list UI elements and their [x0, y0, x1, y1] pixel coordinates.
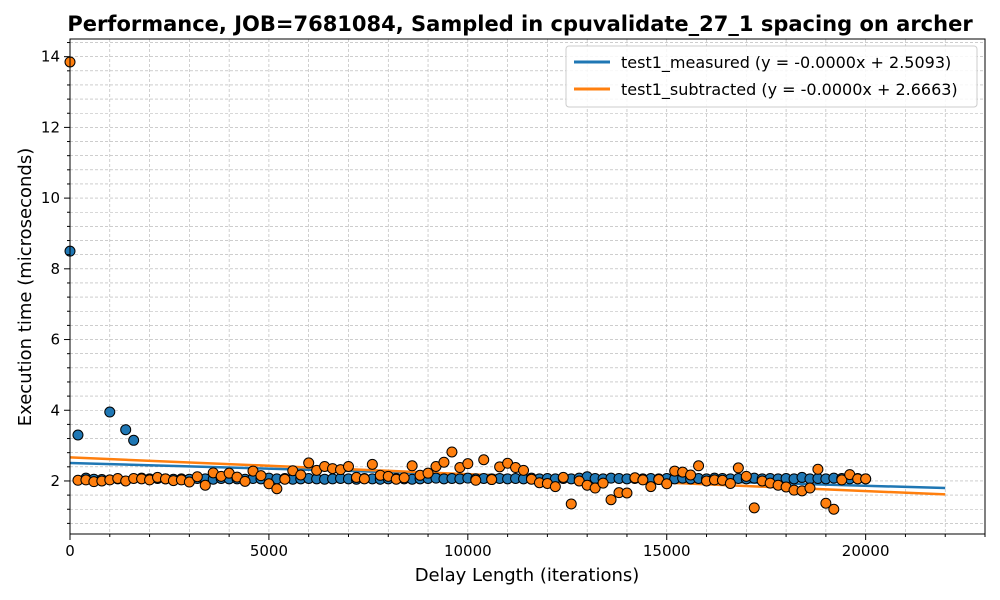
point-test1_subtracted [255, 470, 267, 482]
point-test1_subtracted [621, 487, 633, 499]
point-test1_subtracted [263, 478, 275, 490]
point-test1_subtracted [836, 474, 848, 486]
point-test1_subtracted [478, 454, 490, 466]
point-test1_subtracted [446, 446, 458, 458]
legend: test1_measured (y = -0.0000x + 2.5093) t… [565, 45, 978, 108]
point-test1_subtracted [724, 477, 736, 489]
point-test1_measured [120, 424, 132, 436]
x-tick-label: 5000 [250, 542, 288, 560]
point-test1_subtracted [597, 477, 609, 489]
y-tick-label: 2 [50, 472, 60, 490]
y-tick-label: 10 [41, 189, 60, 207]
y-tick-label: 12 [41, 118, 60, 136]
point-test1_subtracted [342, 460, 354, 472]
point-test1_subtracted [860, 473, 872, 485]
plot-area-frame [69, 38, 986, 535]
x-tick-label: 10000 [444, 542, 492, 560]
y-tick-label: 6 [50, 331, 60, 349]
point-test1_subtracted [422, 467, 434, 479]
point-test1_subtracted [820, 497, 832, 509]
data-points [64, 56, 872, 515]
y-tick-label: 8 [50, 260, 60, 278]
x-tick-label: 15000 [643, 542, 691, 560]
point-test1_subtracted [358, 473, 370, 485]
point-test1_subtracted [549, 481, 561, 493]
point-test1_subtracted [732, 462, 744, 474]
x-axis-label: Delay Length (iterations) [415, 565, 640, 586]
point-test1_subtracted [645, 481, 657, 493]
point-test1_subtracted [812, 463, 824, 475]
point-test1_subtracted [518, 464, 530, 476]
point-test1_subtracted [462, 458, 474, 470]
x-tick-label: 0 [65, 542, 75, 560]
point-test1_subtracted [685, 469, 697, 481]
point-test1_subtracted [693, 460, 705, 472]
point-test1_subtracted [486, 474, 498, 486]
point-test1_subtracted [748, 502, 760, 514]
point-test1_subtracted [183, 476, 195, 488]
y-tick-label: 14 [41, 48, 60, 66]
point-test1_subtracted [470, 474, 482, 486]
point-test1_subtracted [398, 472, 410, 484]
chart-title: Performance, JOB=7681084, Sampled in cpu… [67, 12, 973, 36]
point-test1_subtracted [565, 498, 577, 510]
point-test1_subtracted [279, 473, 291, 485]
point-test1_subtracted [637, 474, 649, 486]
point-test1_subtracted [295, 469, 307, 481]
point-test1_measured [104, 406, 116, 418]
point-test1_subtracted [804, 482, 816, 494]
point-test1_subtracted [557, 471, 569, 483]
point-test1_measured [72, 429, 84, 441]
legend-label-measured: test1_measured (y = -0.0000x + 2.5093) [621, 53, 951, 73]
y-axis-label: Execution time (microseconds) [15, 148, 36, 427]
point-test1_subtracted [740, 470, 752, 482]
point-test1_measured [128, 434, 140, 446]
point-test1_subtracted [406, 460, 418, 472]
point-test1_subtracted [303, 457, 315, 469]
point-test1_subtracted [828, 503, 840, 515]
point-test1_subtracted [199, 479, 211, 491]
point-test1_subtracted [271, 483, 283, 495]
point-test1_subtracted [438, 456, 450, 468]
point-test1_subtracted [605, 494, 617, 506]
x-tick-label: 20000 [842, 542, 890, 560]
point-test1_subtracted [191, 471, 203, 483]
grid [69, 39, 986, 534]
point-test1_subtracted [661, 478, 673, 490]
legend-box [565, 45, 978, 108]
y-tick-label: 4 [50, 401, 60, 419]
axis-ticks: 0 5000 10000 15000 20000 2 4 6 8 10 12 14 [41, 42, 986, 560]
point-test1_subtracted [366, 458, 378, 470]
point-test1_subtracted [239, 475, 251, 487]
legend-label-subtracted: test1_subtracted (y = -0.0000x + 2.6663) [621, 80, 958, 100]
point-test1_subtracted [589, 482, 601, 494]
